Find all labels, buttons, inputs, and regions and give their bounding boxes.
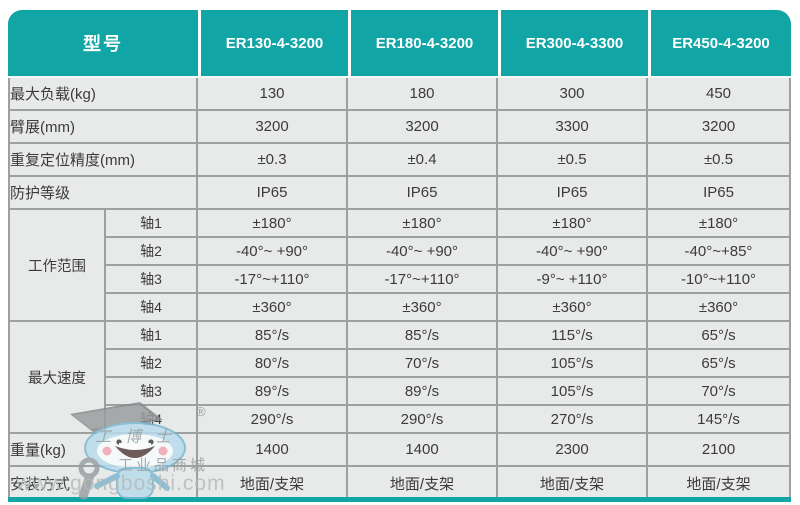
row-label-installation: 安装方式 [8,467,198,499]
value-cell: 105°/s [498,378,648,406]
value-cell: 89°/s [198,378,348,406]
value-cell: IP65 [498,177,648,210]
value-cell: 3200 [198,111,348,144]
axis-label: 轴3 [106,266,198,294]
group-label-max-speed: 最大速度 [8,322,106,434]
value-cell: 290°/s [198,406,348,434]
row-label-protection: 防护等级 [8,177,198,210]
value-cell: 290°/s [348,406,498,434]
axis-label: 轴2 [106,238,198,266]
value-cell: 1400 [348,434,498,467]
table-row: 工作范围 轴1 ±180° ±180° ±180° ±180° [8,210,791,322]
value-cell: 105°/s [498,350,648,378]
value-cell: ±0.5 [498,144,648,177]
value-cell: ±0.4 [348,144,498,177]
table-row: 臂展(mm) 3200 3200 3300 3200 [8,111,791,144]
value-cell: ±360° [348,294,498,322]
value-cell: ±0.5 [648,144,791,177]
table-row: 最大负载(kg) 130 180 300 450 [8,78,791,111]
model-column-header: 型号 [8,10,198,78]
value-cell: 115°/s [498,322,648,350]
group-label-work-range: 工作范围 [8,210,106,322]
value-cell: 地面/支架 [198,467,348,499]
value-cell: -9°~ +110° [498,266,648,294]
value-cell: -40°~ +90° [348,238,498,266]
table-row: 最大速度 轴1 85°/s 85°/s 115°/s 65°/s [8,322,791,434]
model-header-er300: ER300-4-3300 [498,10,648,78]
value-cell: 65°/s [648,350,791,378]
value-cell: 89°/s [348,378,498,406]
table-row: 轴4 ±360° ±360° ±360° ±360° [8,294,791,322]
value-cell: -40°~ +90° [198,238,348,266]
table-row: 安装方式 地面/支架 地面/支架 地面/支架 地面/支架 [8,467,791,499]
value-cell: IP65 [198,177,348,210]
value-cell: ±0.3 [198,144,348,177]
value-cell: ±180° [648,210,791,238]
table-row: 轴3 89°/s 89°/s 105°/s 70°/s [8,378,791,406]
value-cell: ±180° [348,210,498,238]
value-cell: 3200 [648,111,791,144]
row-label-payload: 最大负载(kg) [8,78,198,111]
value-cell: 70°/s [648,378,791,406]
spec-table: 型号 ER130-4-3200 ER180-4-3200 ER300-4-330… [8,10,791,499]
table-row: 轴2 80°/s 70°/s 105°/s 65°/s [8,350,791,378]
value-cell: 地面/支架 [348,467,498,499]
value-cell: 85°/s [198,322,348,350]
value-cell: -40°~ +90° [498,238,648,266]
value-cell: 2300 [498,434,648,467]
table-bottom-accent-bar [8,497,791,502]
value-cell: 3300 [498,111,648,144]
value-cell: 地面/支架 [498,467,648,499]
value-cell: -40°~+85° [648,238,791,266]
value-cell: 80°/s [198,350,348,378]
row-label-weight: 重量(kg) [8,434,198,467]
value-cell: ±180° [498,210,648,238]
table-row: 轴2 -40°~ +90° -40°~ +90° -40°~ +90° -40°… [8,238,791,266]
axis-label: 轴3 [106,378,198,406]
axis-label: 轴4 [106,406,198,434]
value-cell: ±360° [648,294,791,322]
table-row: 重复定位精度(mm) ±0.3 ±0.4 ±0.5 ±0.5 [8,144,791,177]
value-cell: 450 [648,78,791,111]
axis-label: 轴4 [106,294,198,322]
row-label-reach: 臂展(mm) [8,111,198,144]
value-cell: 2100 [648,434,791,467]
axis-label: 轴1 [106,322,198,350]
row-label-repeatability: 重复定位精度(mm) [8,144,198,177]
value-cell: ±180° [198,210,348,238]
table-row: 重量(kg) 1400 1400 2300 2100 [8,434,791,467]
value-cell: 180 [348,78,498,111]
model-header-er450: ER450-4-3200 [648,10,791,78]
axis-label: 轴2 [106,350,198,378]
value-cell: 270°/s [498,406,648,434]
value-cell: ±360° [198,294,348,322]
value-cell: 地面/支架 [648,467,791,499]
model-header-er130: ER130-4-3200 [198,10,348,78]
value-cell: ±360° [498,294,648,322]
value-cell: -17°~+110° [348,266,498,294]
value-cell: 65°/s [648,322,791,350]
value-cell: 70°/s [348,350,498,378]
table-row: 轴3 -17°~+110° -17°~+110° -9°~ +110° -10°… [8,266,791,294]
table-row: 轴4 290°/s 290°/s 270°/s 145°/s [8,406,791,434]
header-row: 型号 ER130-4-3200 ER180-4-3200 ER300-4-330… [8,10,791,78]
value-cell: IP65 [648,177,791,210]
value-cell: 130 [198,78,348,111]
table-row: 防护等级 IP65 IP65 IP65 IP65 [8,177,791,210]
value-cell: 1400 [198,434,348,467]
model-header-er180: ER180-4-3200 [348,10,498,78]
value-cell: IP65 [348,177,498,210]
value-cell: 3200 [348,111,498,144]
value-cell: 85°/s [348,322,498,350]
value-cell: -10°~+110° [648,266,791,294]
value-cell: 145°/s [648,406,791,434]
value-cell: 300 [498,78,648,111]
axis-label: 轴1 [106,210,198,238]
value-cell: -17°~+110° [198,266,348,294]
